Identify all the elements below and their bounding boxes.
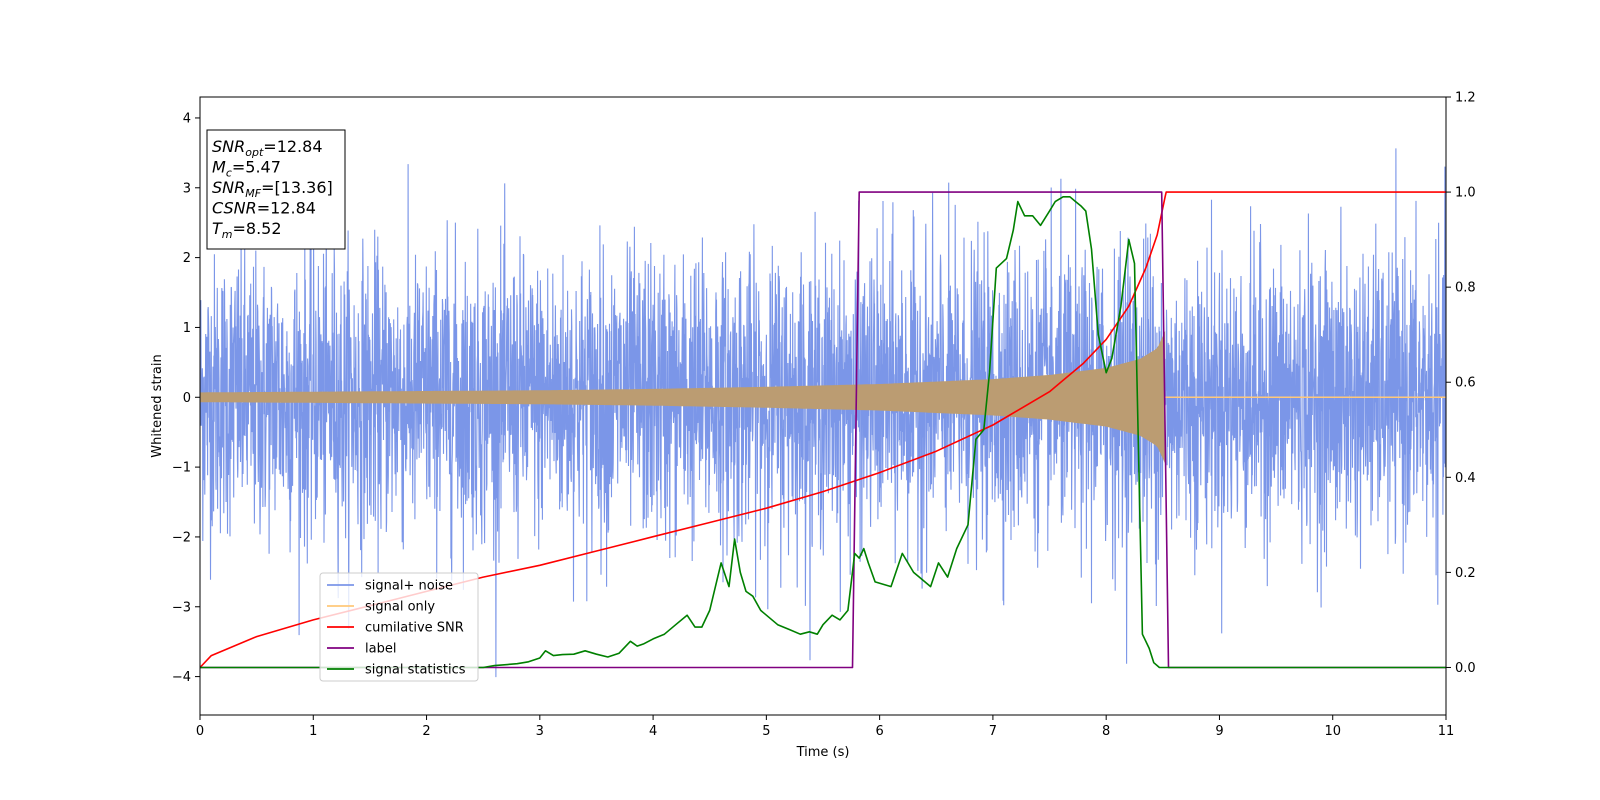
info-box-line: Tm=8.52 <box>212 219 282 241</box>
y-right-tick-label: 0.0 <box>1455 661 1476 676</box>
x-tick-label: 10 <box>1324 724 1341 739</box>
x-tick-label: 4 <box>649 724 657 739</box>
y-left-tick-label: −3 <box>172 600 191 615</box>
x-tick-label: 7 <box>989 724 997 739</box>
x-tick-label: 3 <box>536 724 544 739</box>
y-right-tick-label: 1.0 <box>1455 186 1476 201</box>
x-tick-label: 11 <box>1438 724 1455 739</box>
plot-frame <box>199 96 1447 716</box>
signal-statistics-line <box>200 196 1446 669</box>
info-box-line: CSNR=12.84 <box>212 199 316 218</box>
legend-entry: label <box>365 642 396 657</box>
y-axis-right: 0.0 0.2 0.4 0.6 0.8 1.0 1.2 <box>1446 91 1476 676</box>
y-left-tick-label: 2 <box>183 251 191 266</box>
x-tick-label: 1 <box>309 724 317 739</box>
y-right-tick-label: 0.2 <box>1455 566 1476 581</box>
legend-frame <box>319 572 479 682</box>
y-axis-left: −4 −3 −2 −1 0 1 2 3 4 <box>172 111 200 685</box>
y-left-tick-label: 0 <box>183 391 191 406</box>
legend-entry: signal only <box>365 600 435 615</box>
y-left-tick-label: −4 <box>172 670 191 685</box>
y-left-tick-label: 3 <box>183 181 191 196</box>
x-tick-label: 9 <box>1215 724 1223 739</box>
y-left-tick-label: 1 <box>183 321 191 336</box>
x-tick-label: 8 <box>1102 724 1110 739</box>
x-tick-label: 5 <box>762 724 770 739</box>
legend-entry: signal+ noise <box>365 579 453 594</box>
y-right-tick-label: 0.4 <box>1455 471 1476 486</box>
legend-entry: cumilative SNR <box>365 621 464 636</box>
x-tick-label: 6 <box>875 724 883 739</box>
info-box-line: Mc=5.47 <box>212 158 281 180</box>
y-right-tick-label: 0.6 <box>1455 376 1476 391</box>
x-tick-label: 0 <box>196 724 204 739</box>
y-axis-label: Whitened strain <box>150 354 165 457</box>
legend: signal+ noise signal only cumilative SNR la… <box>319 572 479 682</box>
info-box: SNRopt=12.84Mc=5.47SNRMF=[13.36]CSNR=12.… <box>206 129 346 250</box>
info-box-frame <box>206 129 346 250</box>
x-axis-label: Time (s) <box>796 745 850 760</box>
y-left-tick-label: −1 <box>172 461 191 476</box>
info-box-line: SNRopt=12.84 <box>212 137 323 159</box>
y-left-tick-label: 4 <box>183 111 191 126</box>
info-box-line: SNRMF=[13.36] <box>212 178 333 200</box>
signal-only-band <box>200 330 1166 464</box>
legend-entry: signal statistics <box>365 663 466 678</box>
x-tick-label: 2 <box>422 724 430 739</box>
y-right-tick-label: 1.2 <box>1455 91 1476 106</box>
signal-only-series <box>200 330 1446 464</box>
y-left-tick-label: −2 <box>172 530 191 545</box>
x-axis: 0 1 2 3 4 5 6 7 8 9 10 11 <box>196 715 1454 739</box>
y-right-tick-label: 0.8 <box>1455 281 1476 296</box>
